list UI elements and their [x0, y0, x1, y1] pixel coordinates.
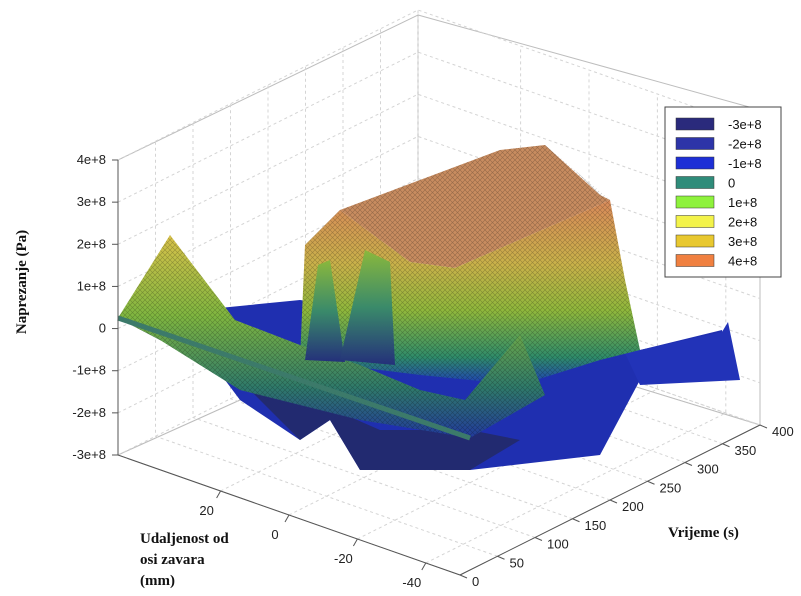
z-grid-line	[117, 9, 761, 161]
z-tick-label: -2e+8	[72, 405, 106, 420]
y-tick-label: 350	[735, 443, 757, 458]
x-axis-title-line-3: (mm)	[140, 573, 175, 589]
z-tick-label: 0	[99, 321, 106, 336]
x-tick-mark	[216, 490, 222, 499]
y-tick-label: 0	[472, 574, 479, 589]
legend-swatch	[675, 234, 715, 248]
surface-peak-mid	[340, 250, 395, 365]
z-tick-label: 3e+8	[77, 194, 106, 209]
x-tick-mark	[352, 538, 358, 547]
y-tick-label: 250	[660, 480, 682, 495]
stress-surface	[117, 145, 740, 470]
y-tick-label: 400	[772, 424, 794, 439]
legend-label: 4e+8	[728, 254, 757, 269]
legend-label: -3e+8	[728, 117, 762, 132]
z-tick-label: 1e+8	[77, 278, 106, 293]
z-axis-ticks: 4e+8 3e+8 2e+8 1e+8 0 -1e+8 -2e+8 -3e+8	[72, 152, 118, 462]
x-tick-mark	[284, 514, 290, 523]
legend: -3e+8 -2e+8 -1e+8 0 1e+8 2e+8 3e+8 4e+8	[664, 106, 782, 278]
surface-far-rim	[600, 300, 740, 385]
surface-weld-line	[117, 315, 471, 441]
z-grid-line	[117, 51, 761, 203]
z-grid-line	[117, 135, 761, 287]
legend-label: 2e+8	[728, 215, 757, 230]
y-tick-mark	[722, 443, 730, 448]
z-axis-title: Naprezanje (Pa)	[14, 230, 30, 334]
y-grid-line	[230, 103, 573, 520]
x-axis-title-line-2: osi zavara	[140, 552, 205, 568]
z-tick-label: 4e+8	[77, 152, 106, 167]
z-grid-line	[117, 178, 761, 330]
surface-ridge-mesh	[118, 235, 545, 438]
legend-label: 0	[728, 176, 735, 191]
y-tick-mark	[459, 574, 468, 579]
y-tick-mark	[572, 518, 580, 523]
y-tick-label: 100	[547, 537, 569, 552]
x-axis-title: Udaljenost od osi zavara (mm)	[140, 531, 233, 589]
legend-swatch	[675, 117, 715, 131]
y-tick-label: 150	[585, 518, 607, 533]
z-tick-label: -3e+8	[72, 447, 106, 462]
y-tick-mark	[759, 424, 768, 429]
x-tick-label: -20	[334, 551, 353, 566]
y-tick-mark	[497, 555, 505, 560]
x-tick-label: 20	[199, 503, 213, 518]
y-tick-label: 300	[697, 462, 719, 477]
x-tick-mark	[421, 562, 427, 571]
y-tick-mark	[534, 537, 543, 541]
y-grid-line	[155, 141, 498, 557]
x-axis-ticks: 20 0 -20 -40	[199, 490, 427, 590]
y-axis-title: Vrijeme (s)	[668, 525, 739, 541]
axes: 4e+83e+82e+81e+80-1e+8-2e+8-3e+8 200-20-…	[72, 152, 793, 590]
z-grid-line	[117, 262, 761, 414]
legend-label: 1e+8	[728, 195, 757, 210]
legend-swatch	[675, 137, 715, 150]
z-grid-line	[117, 220, 761, 372]
legend-swatch	[675, 215, 715, 228]
z-tick-label: 2e+8	[77, 236, 106, 251]
y-tick-mark	[684, 462, 693, 466]
legend-items: -3e+8 -2e+8 -1e+8 0 1e+8 2e+8 3e+8 4e+8	[675, 117, 762, 269]
y-tick-label: 200	[622, 499, 644, 514]
legend-label: 3e+8	[728, 234, 757, 249]
x-tick-label: 0	[271, 527, 278, 542]
y-axis-ticks: 0 50 100 150 200 250 300 350 400	[459, 424, 794, 589]
y-tick-mark	[647, 480, 655, 485]
y-tick-label: 50	[510, 555, 524, 570]
legend-swatch	[675, 254, 715, 267]
z-grid-line	[117, 93, 761, 245]
y-grid-line	[192, 122, 536, 538]
legend-box	[664, 106, 782, 278]
legend-swatch	[675, 195, 715, 209]
legend-label: -1e+8	[728, 156, 762, 171]
legend-swatch	[675, 176, 715, 189]
x-axis-title-line-1: Udaljenost od	[140, 531, 229, 547]
surface-peak-left	[305, 260, 345, 362]
y-tick-mark	[609, 499, 618, 504]
legend-label: -2e+8	[728, 137, 762, 152]
z-tick-label: -1e+8	[72, 363, 106, 378]
x-tick-label: -40	[402, 575, 421, 590]
legend-swatch	[675, 156, 715, 170]
